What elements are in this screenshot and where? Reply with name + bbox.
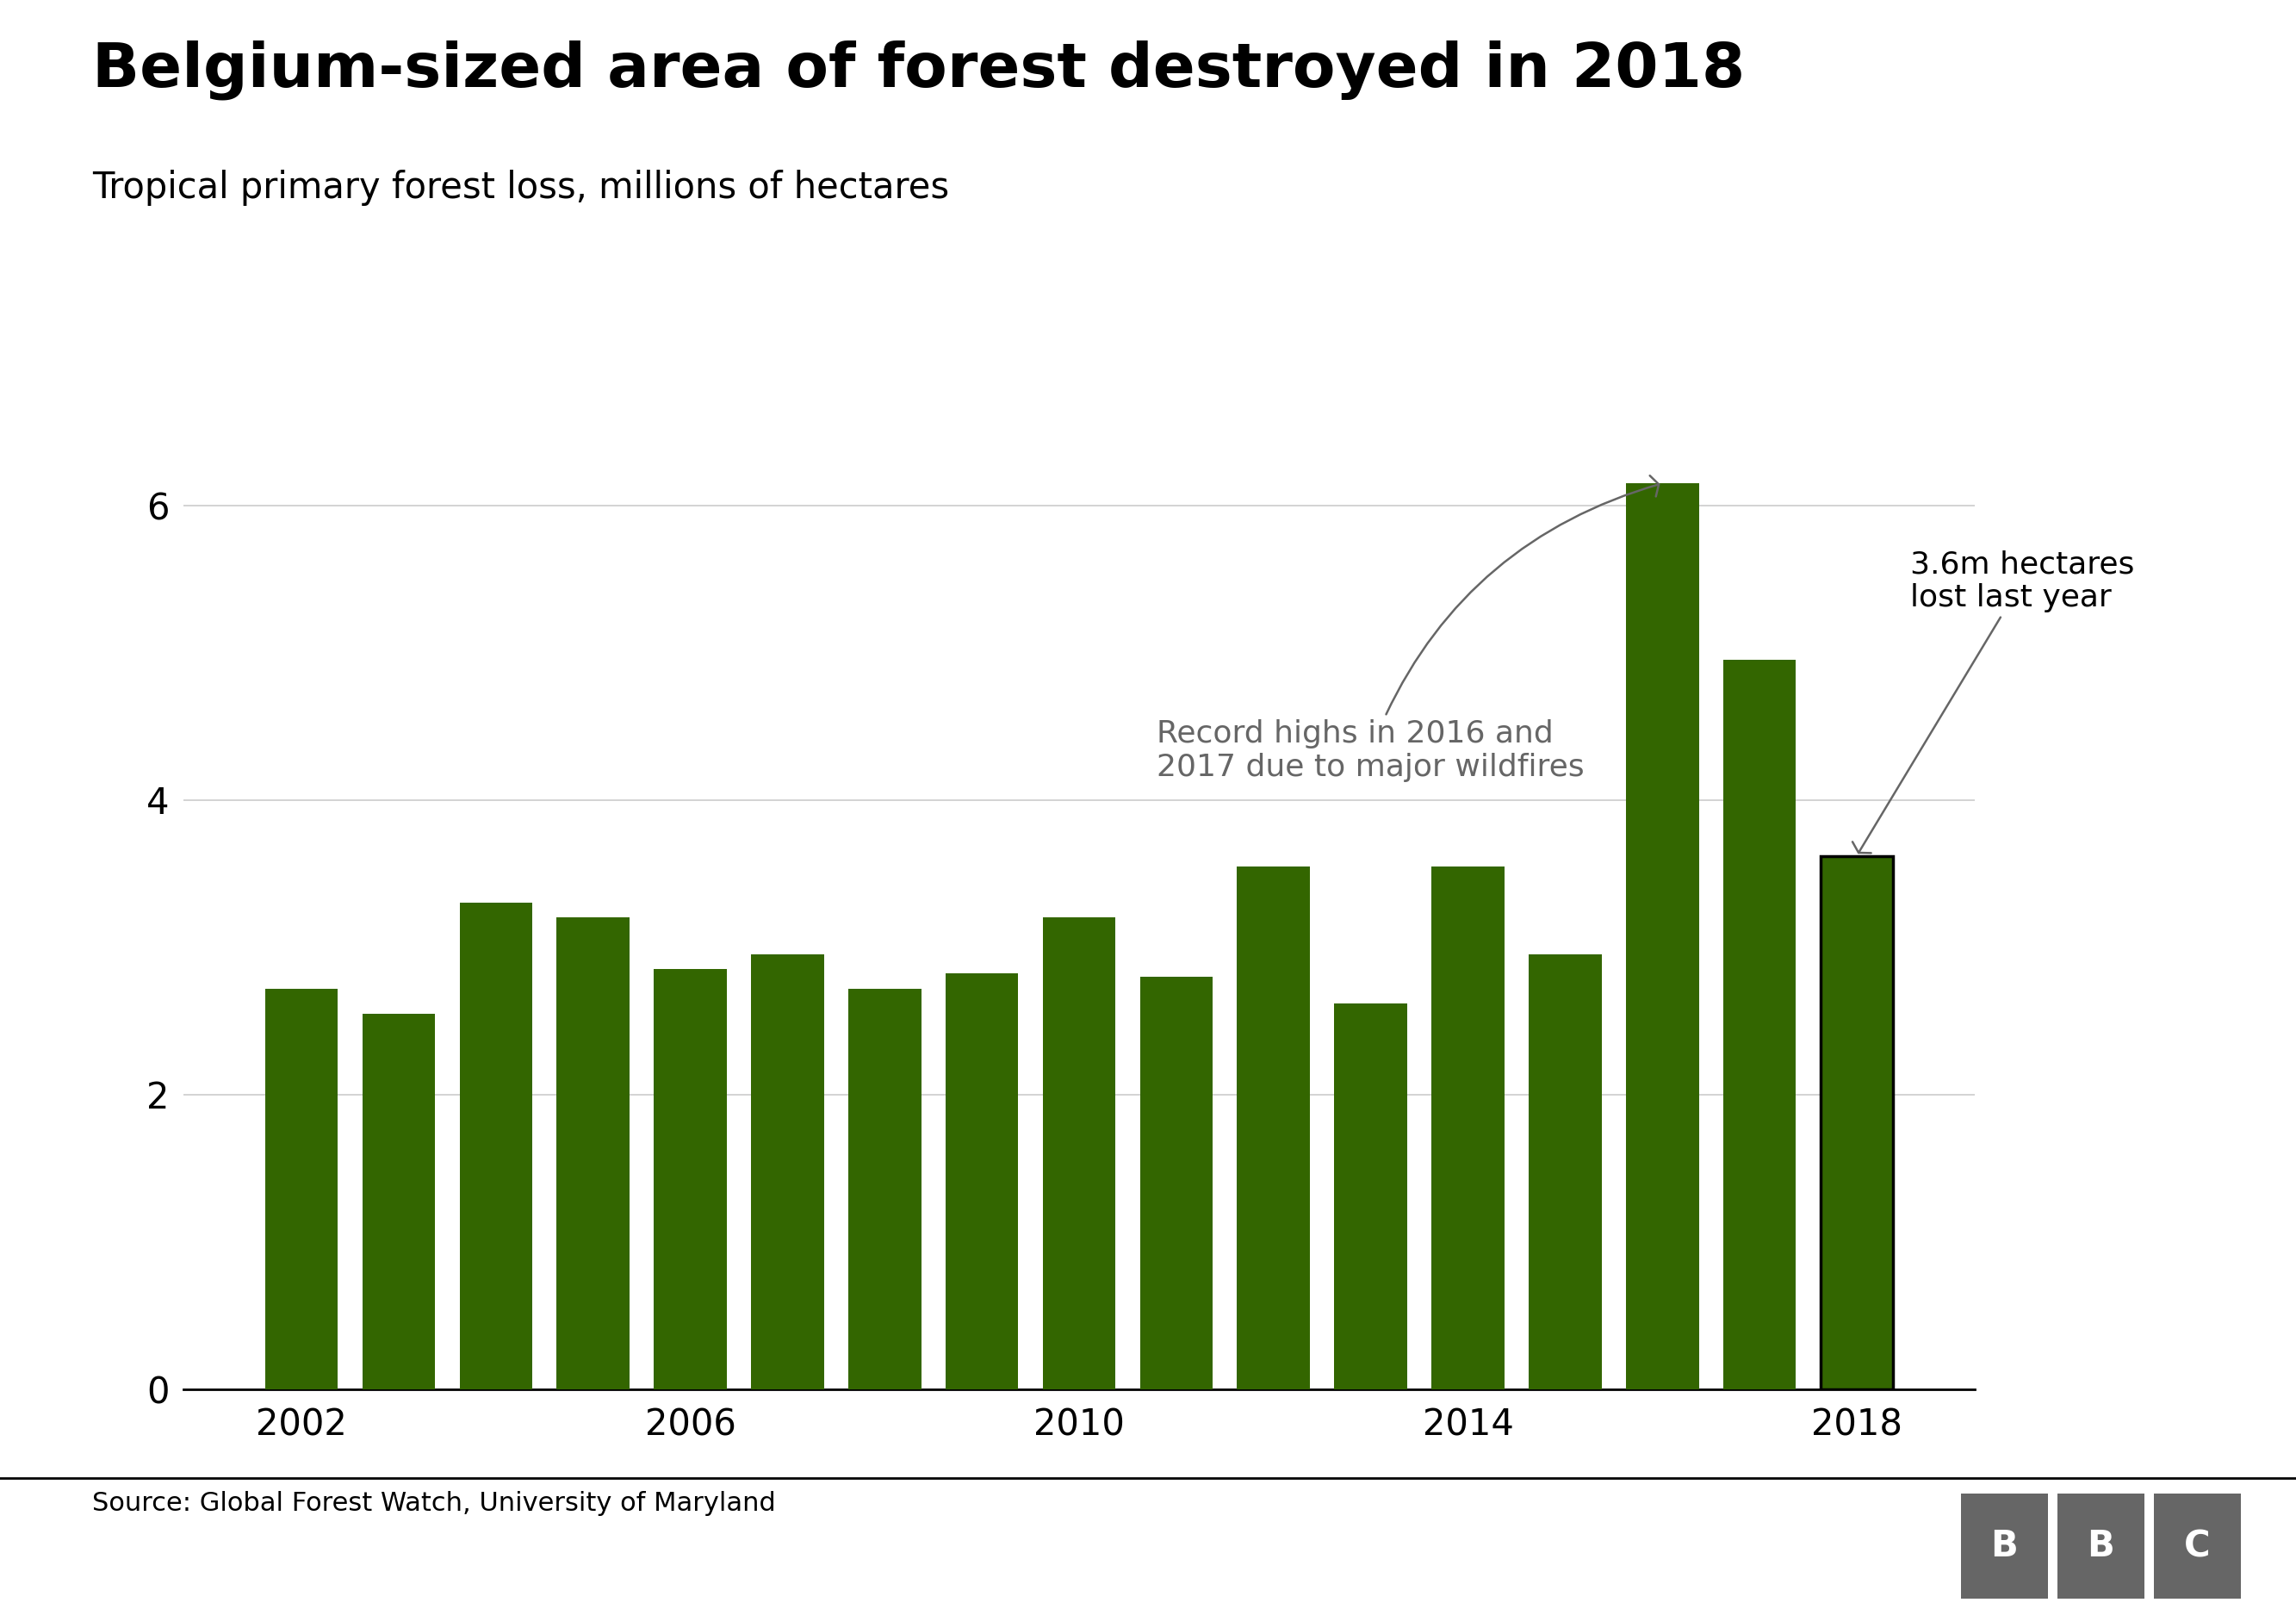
Bar [1722,661,1795,1389]
Bar [459,903,533,1389]
Bar [264,988,338,1389]
Bar [1430,866,1504,1389]
Bar [1626,483,1699,1389]
Bar [1821,856,1894,1389]
Text: Source: Global Forest Watch, University of Maryland: Source: Global Forest Watch, University … [92,1491,776,1515]
Text: Tropical primary forest loss, millions of hectares: Tropical primary forest loss, millions o… [92,170,948,205]
Bar [751,954,824,1389]
Bar [847,988,921,1389]
Bar [654,969,728,1389]
Bar [1238,866,1311,1389]
Text: C: C [2183,1528,2211,1565]
Bar [946,974,1019,1389]
Bar [556,917,629,1389]
Bar [1529,954,1603,1389]
Bar [1139,977,1212,1389]
Text: B: B [1991,1528,2018,1565]
Text: 3.6m hectares
lost last year: 3.6m hectares lost last year [1853,549,2135,853]
Bar [363,1014,436,1389]
Bar [1042,917,1116,1389]
Text: B: B [2087,1528,2115,1565]
Text: Belgium-sized area of forest destroyed in 2018: Belgium-sized area of forest destroyed i… [92,40,1745,100]
Bar [1334,1003,1407,1389]
Text: Record highs in 2016 and
2017 due to major wildfires: Record highs in 2016 and 2017 due to maj… [1157,475,1658,782]
